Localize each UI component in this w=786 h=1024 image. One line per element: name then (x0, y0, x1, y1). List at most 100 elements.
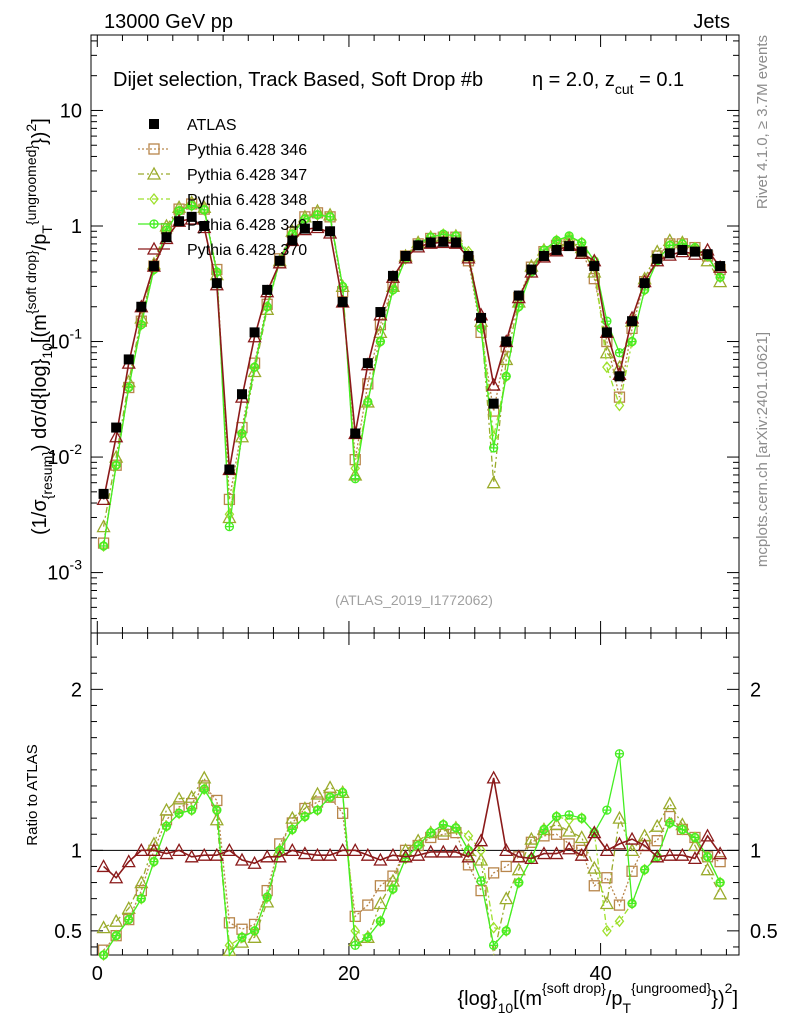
ratio-point (700, 862, 715, 876)
ratio-point (373, 896, 388, 910)
ratio-point (487, 867, 500, 879)
ratio-point (184, 789, 199, 803)
data-point (98, 539, 109, 553)
ratio-point (312, 805, 323, 815)
ratio-point (436, 823, 451, 837)
ratio-point (677, 824, 688, 835)
data-point (111, 422, 122, 433)
ratio-point (350, 924, 361, 937)
ratio-point (121, 854, 136, 868)
ratio-point (564, 810, 574, 820)
ratio-point (312, 804, 323, 817)
data-point (262, 284, 273, 295)
ratio-y-tick-label: 0.5 (54, 921, 82, 943)
ratio-point (488, 921, 499, 934)
data-point (199, 220, 210, 231)
ratio-point (262, 892, 272, 902)
ratio-point (199, 783, 210, 796)
ratio-point (613, 899, 626, 911)
ratio-point (247, 855, 262, 869)
data-point (337, 296, 348, 307)
data-point (627, 316, 638, 327)
ratio-point (136, 894, 146, 904)
ratio-point (576, 812, 587, 825)
ratio-point (514, 877, 524, 888)
data-point (362, 378, 374, 390)
data-point (713, 274, 728, 288)
ratio-point (124, 914, 134, 925)
legend-label: Pythia 6.428 349 (187, 217, 307, 234)
data-point (123, 354, 134, 365)
ratio-point (197, 770, 212, 784)
ratio-point (662, 796, 677, 810)
legend-label: Pythia 6.428 370 (187, 242, 307, 259)
ratio-point (436, 844, 451, 858)
data-point (186, 211, 197, 222)
ratio-point (637, 838, 652, 852)
legend-marker (149, 119, 159, 129)
ratio-point (398, 849, 413, 863)
ratio-point (161, 821, 172, 831)
ratio-layer (96, 749, 728, 962)
ratio-point (612, 836, 627, 850)
ratio-point (614, 915, 625, 928)
axes-layer: 0 20 40 10-3 10-2 10-1 1 10 0.5 0.5 1 1 2 2 (47, 35, 778, 985)
data-point (174, 216, 185, 227)
series-layer (96, 195, 728, 553)
ratio-point (551, 810, 562, 823)
data-point (400, 250, 411, 261)
ratio-point (362, 899, 374, 911)
ratio-point (461, 849, 476, 863)
ratio-point (626, 865, 638, 877)
ratio-point (199, 784, 209, 794)
ratio-point (549, 817, 564, 831)
ratio-point (187, 805, 197, 815)
data-point (488, 398, 499, 409)
legend-item-atlas: ATLAS (149, 117, 237, 134)
y-tick-label-main: 10-2 (47, 441, 82, 469)
ratio-point (438, 818, 449, 831)
data-point (602, 361, 612, 374)
data-point (237, 428, 247, 439)
ratio-point (222, 842, 237, 856)
plot-title-main: Dijet selection, Track Based, Soft Drop … (113, 69, 483, 91)
ratio-series-pythia-6-428-347 (96, 770, 728, 956)
ratio-point (134, 842, 149, 856)
data-point (96, 492, 111, 506)
data-point (109, 429, 124, 443)
ratio-point (136, 892, 147, 905)
ratio-point (562, 841, 577, 855)
ratio-point (287, 824, 297, 835)
legend-item-pythia-6-428-346: Pythia 6.428 346 (138, 142, 307, 159)
data-point (486, 377, 501, 391)
ratio-point (423, 844, 438, 858)
data-point (627, 335, 637, 348)
data-point (501, 336, 512, 347)
ratio-point (501, 926, 511, 936)
ratio-point (247, 929, 262, 943)
ratio-point (588, 880, 600, 892)
data-point (689, 246, 700, 257)
ratio-point (499, 842, 514, 856)
ratio-point (109, 870, 124, 884)
rivet-version-label: Rivet 4.1.0, ≥ 3.7M events (754, 35, 771, 209)
ratio-y-tick-label-right: 0.5 (750, 921, 778, 943)
ratio-point (675, 847, 690, 861)
ratio-point (360, 847, 375, 861)
ratio-point (161, 820, 172, 833)
y-tick-label-main: 10-3 (47, 557, 82, 585)
ratio-series-pythia-6-428-349 (98, 749, 725, 960)
data-point (576, 246, 587, 257)
ratio-point (587, 825, 602, 839)
data-point (463, 250, 474, 261)
ratio-point (197, 847, 212, 861)
ratio-point (300, 811, 310, 822)
ratio-point (388, 884, 398, 894)
data-point (363, 397, 373, 407)
x-axis-label: {log}10[(m{soft drop}/pT{ungroomed}})2] (458, 980, 739, 1016)
legend-marker (149, 192, 159, 206)
data-point (486, 475, 501, 489)
ratio-point (714, 855, 726, 868)
plot-title-suffix: η = 2.0, z (532, 69, 615, 91)
